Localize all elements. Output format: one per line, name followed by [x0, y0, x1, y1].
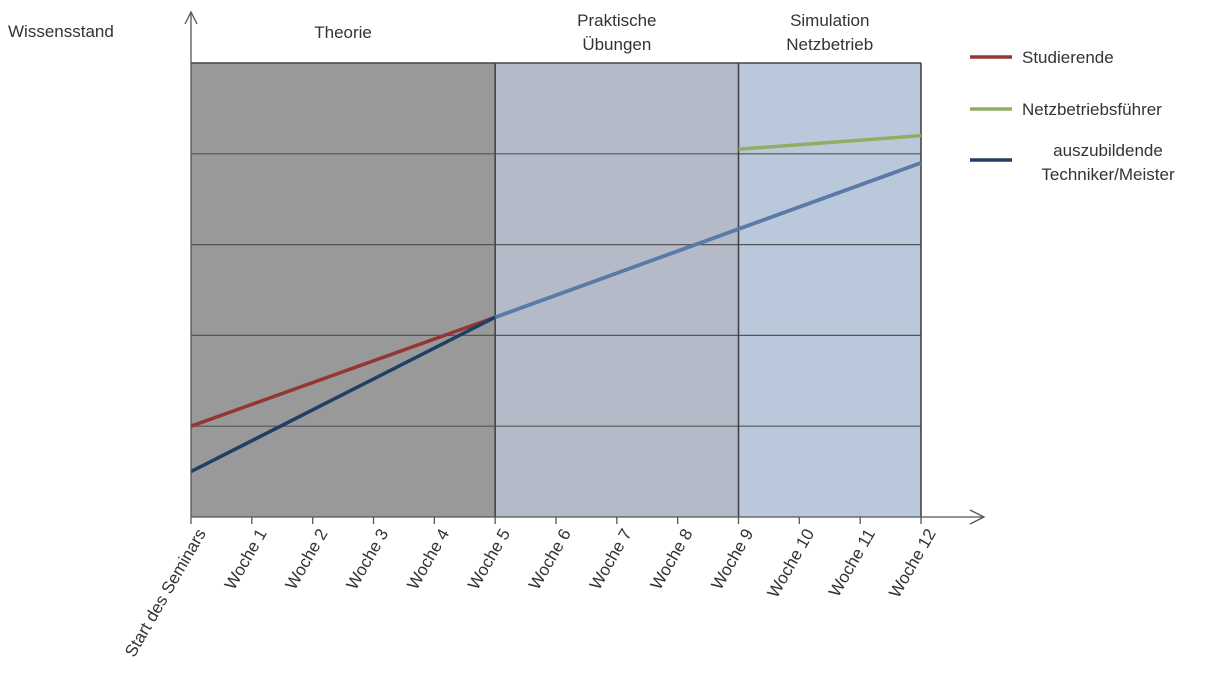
x-tick-label-woche-10: Woche 10 — [764, 526, 819, 602]
legend-label-auszubildende-techniker-meister-line-2: Techniker/Meister — [1041, 165, 1175, 184]
phase-band-theorie — [191, 63, 496, 517]
phase-label-praktische-uebungen-line-2: Übungen — [582, 35, 651, 54]
phase-label-praktische-uebungen-line-1: Praktische — [577, 11, 656, 30]
phase-label-theorie: Theorie — [314, 23, 372, 42]
x-tick-label-woche-11: Woche 11 — [825, 526, 879, 600]
series-line-studierende — [190, 315, 496, 428]
legend-layer: Studierende Netzbetriebsführer auszubilden… — [970, 48, 1175, 184]
phase-label-simulation-netzbetrieb-line-1: Simulation — [790, 11, 869, 30]
phase-layer — [191, 63, 921, 517]
x-tick-label-woche-4: Woche 4 — [403, 526, 453, 593]
x-axis-arrow — [969, 509, 986, 525]
series-line-netzbetriebsfuehrer — [738, 133, 922, 152]
series-layer — [190, 133, 922, 474]
y-axis-arrow — [184, 10, 198, 25]
x-tick-label-start-des-seminars: Start des Seminars — [121, 526, 210, 661]
legend-label-studierende: Studierende — [1022, 48, 1114, 67]
x-tick-label-woche-12: Woche 12 — [885, 526, 940, 602]
x-tick-label-woche-1: Woche 1 — [221, 526, 271, 593]
legend-label-netzbetriebsfuehrer: Netzbetriebsführer — [1022, 100, 1162, 119]
x-tick-label-woche-5: Woche 5 — [464, 526, 514, 593]
x-tick-label-woche-3: Woche 3 — [343, 526, 393, 593]
grid-layer — [191, 62, 922, 517]
phase-band-simulation-netzbetrieb — [738, 63, 921, 517]
axis-layer — [184, 10, 986, 525]
x-tick-label-woche-7: Woche 7 — [586, 526, 636, 593]
phase-label-simulation-netzbetrieb-line-2: Netzbetrieb — [786, 35, 873, 54]
y-axis-label: Wissensstand — [8, 22, 114, 41]
x-tick-label-woche-8: Woche 8 — [647, 526, 697, 593]
series-line-auszubildende-light-segment — [494, 161, 922, 319]
x-tick-label-woche-6: Woche 6 — [525, 526, 575, 593]
phase-band-praktische-uebungen — [495, 63, 739, 517]
legend-label-auszubildende-techniker-meister-line-1: auszubildende — [1053, 141, 1163, 160]
x-tick-label-woche-2: Woche 2 — [282, 526, 332, 593]
x-tick-label-woche-9: Woche 9 — [708, 526, 758, 593]
